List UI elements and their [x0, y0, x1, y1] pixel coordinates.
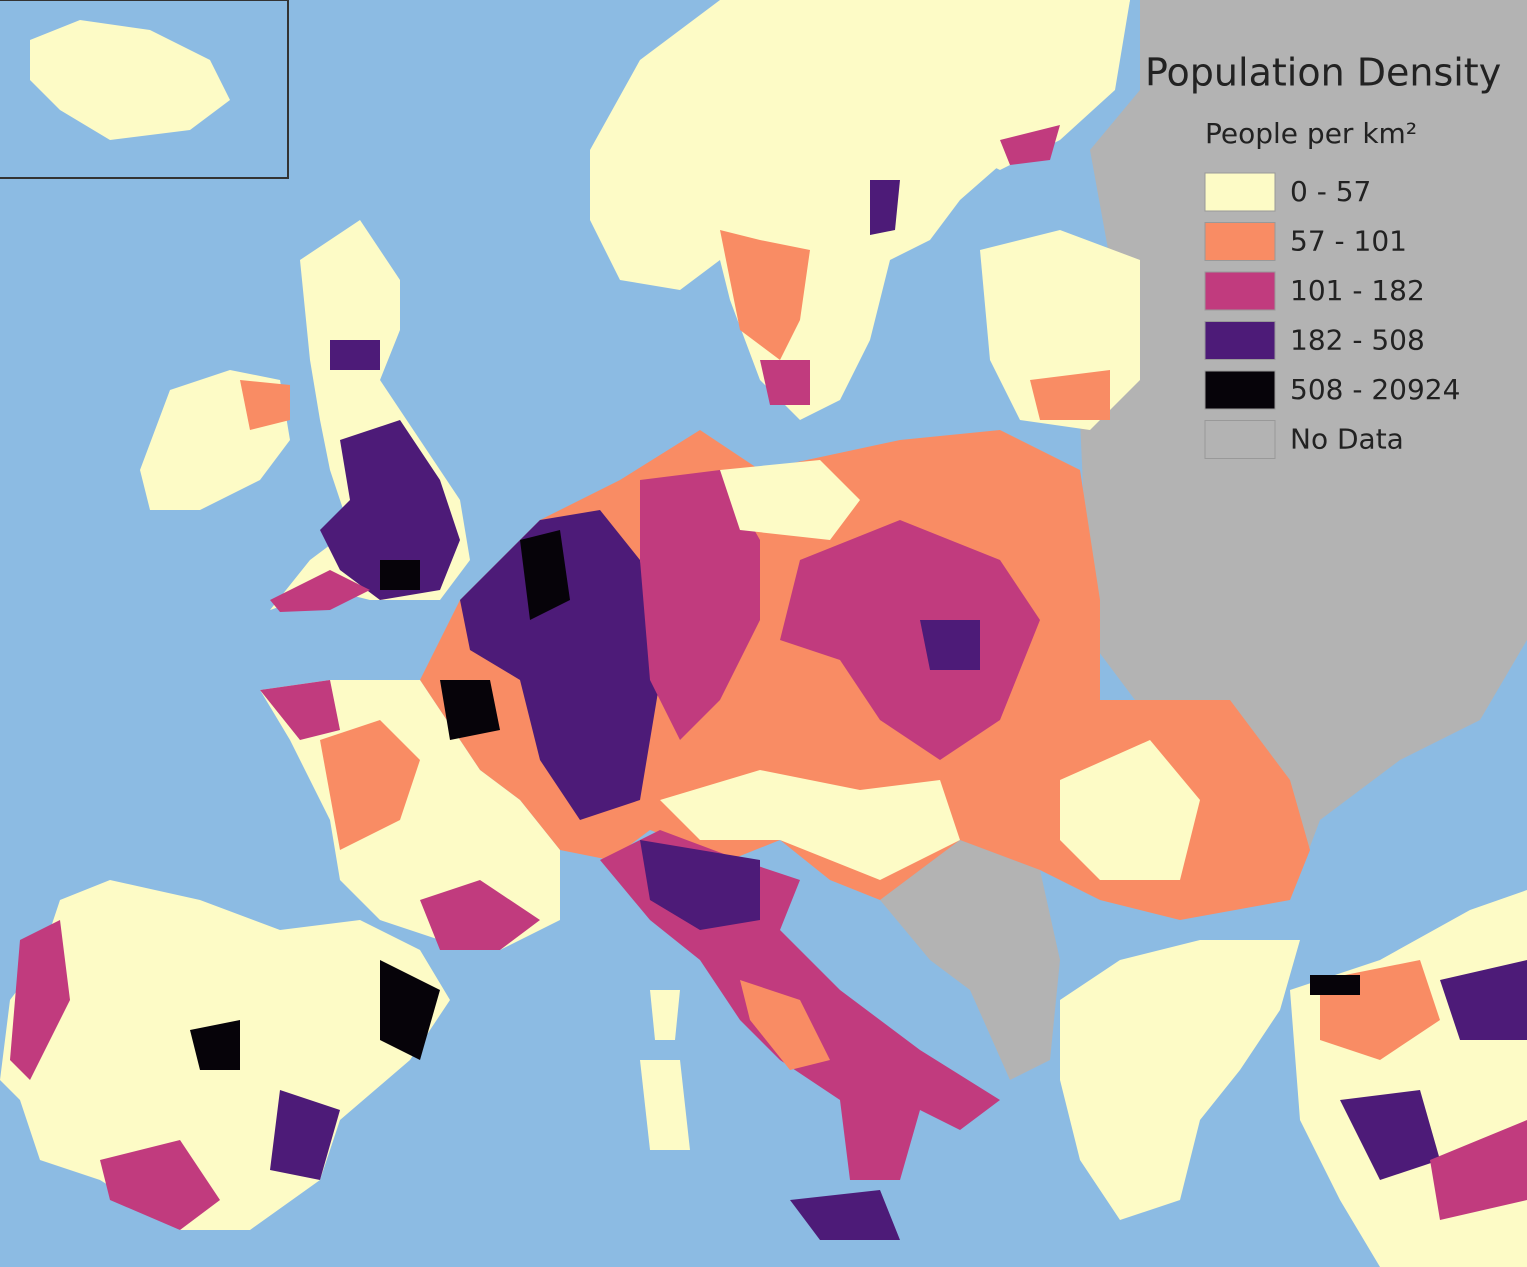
region	[330, 340, 380, 370]
greece	[1060, 940, 1300, 1220]
legend-swatch	[1204, 321, 1276, 360]
region	[420, 880, 540, 950]
sicily	[790, 1190, 900, 1240]
sardinia	[640, 1060, 690, 1150]
region	[1030, 370, 1110, 420]
region	[440, 680, 500, 740]
region	[520, 530, 570, 620]
legend-label: 0 - 57	[1290, 175, 1371, 208]
region	[320, 720, 420, 850]
legend: Population Density People per km² 0 - 57…	[1145, 51, 1501, 459]
corsica	[650, 990, 680, 1040]
region	[380, 960, 440, 1060]
region	[190, 1020, 240, 1070]
no-data-region	[1080, 0, 1527, 900]
region	[380, 560, 420, 590]
legend-label: 182 - 508	[1290, 324, 1425, 357]
region	[270, 1090, 340, 1180]
alps	[660, 770, 960, 880]
region	[1310, 975, 1360, 995]
region	[1000, 125, 1060, 165]
region	[740, 980, 830, 1070]
legend-swatch	[1204, 370, 1276, 410]
legend-title: Population Density	[1145, 51, 1501, 95]
legend-label: 508 - 20924	[1290, 373, 1460, 406]
legend-swatch	[1204, 222, 1276, 261]
iceland	[30, 20, 230, 140]
region	[100, 1140, 220, 1230]
region	[640, 840, 760, 930]
region	[320, 420, 460, 600]
legend-swatch	[1204, 420, 1276, 459]
legend-label: No Data	[1290, 423, 1404, 456]
region	[270, 570, 370, 612]
no-data-region	[880, 840, 1060, 1080]
finland	[930, 0, 1130, 170]
region	[870, 180, 900, 235]
region	[920, 620, 980, 670]
region	[1430, 1120, 1527, 1220]
legend-swatch	[1204, 271, 1276, 311]
region	[780, 520, 1040, 760]
legend-label: 101 - 182	[1290, 274, 1425, 307]
inset-frame	[0, 0, 289, 179]
region	[10, 920, 70, 1080]
legend-swatch	[1204, 172, 1276, 212]
region	[640, 470, 760, 740]
legend-subtitle: People per km²	[1205, 117, 1417, 150]
region	[460, 510, 660, 820]
legend-label: 57 - 101	[1290, 225, 1407, 258]
region	[240, 380, 290, 430]
region	[760, 360, 810, 405]
region	[720, 230, 810, 360]
region	[720, 460, 860, 540]
region	[1340, 1090, 1440, 1180]
region	[1060, 740, 1200, 880]
region	[1440, 960, 1527, 1040]
region	[260, 680, 340, 740]
